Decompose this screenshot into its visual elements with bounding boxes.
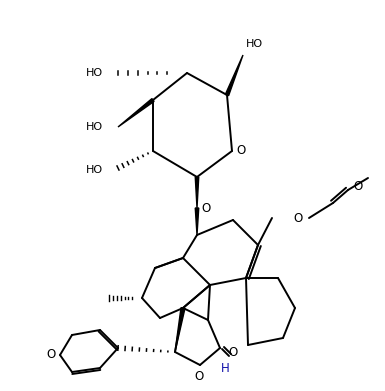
Text: O: O — [353, 181, 363, 194]
Text: O: O — [46, 348, 55, 362]
Polygon shape — [175, 308, 185, 352]
Polygon shape — [195, 177, 199, 208]
Text: O: O — [228, 346, 238, 359]
Text: HO: HO — [86, 122, 103, 132]
Text: O: O — [236, 143, 246, 156]
Polygon shape — [195, 208, 199, 235]
Text: O: O — [201, 201, 211, 215]
Text: O: O — [194, 369, 204, 382]
Text: HO: HO — [246, 39, 263, 49]
Polygon shape — [118, 99, 154, 127]
Text: O: O — [293, 212, 303, 224]
Polygon shape — [225, 55, 243, 96]
Text: HO: HO — [86, 165, 103, 175]
Text: HO: HO — [86, 68, 103, 78]
Text: H: H — [221, 362, 229, 375]
